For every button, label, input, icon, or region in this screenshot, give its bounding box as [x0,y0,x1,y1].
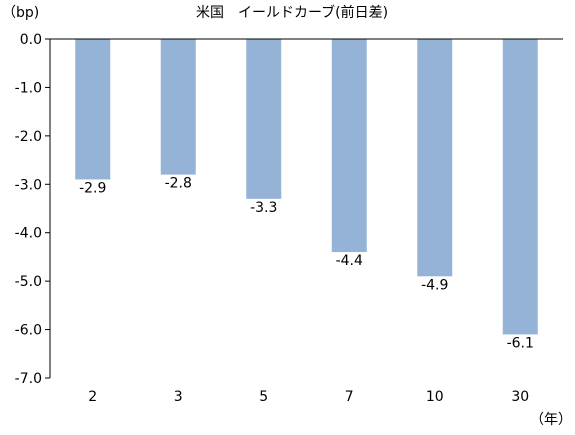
x-axis-unit-label: （年） [530,412,572,428]
x-tick-label: 3 [174,389,183,405]
bar-30 [502,39,538,335]
bar-10 [417,39,453,277]
data-label-2: -2.9 [79,180,106,196]
y-tick-label: -6.0 [15,323,42,339]
plot-area: 0.0 -1.0 -2.0 -3.0 -4.0 -5.0 -6.0 -7.0 2 -2.9 3 -2.… [15,32,563,405]
y-tick-label: 0.0 [20,32,42,48]
x-tick-label: 2 [88,389,97,405]
chart-title: 米国 イールドカーブ(前日差) [196,4,388,21]
x-tick-label: 10 [426,389,444,405]
data-label-3: -2.8 [165,176,192,192]
data-label-5: -3.3 [250,200,277,216]
data-label-10: -4.9 [421,277,448,293]
bar-3 [160,39,196,175]
bar-2 [75,39,111,180]
y-tick-label: -7.0 [15,371,42,387]
bar-5 [246,39,282,199]
y-tick-label: -3.0 [15,177,42,193]
x-tick-label: 30 [511,389,529,405]
y-tick-label: -2.0 [15,129,42,145]
y-tick-label: -1.0 [15,80,42,96]
data-label-7: -4.4 [336,253,363,269]
x-tick-label: 7 [345,389,354,405]
data-label-30: -6.1 [507,335,534,351]
y-tick-label: -5.0 [15,274,42,290]
bar-7 [331,39,367,253]
x-tick-label: 5 [259,389,268,405]
y-tick-label: -4.0 [15,226,42,242]
y-axis-unit-label: （bp) [2,5,39,21]
